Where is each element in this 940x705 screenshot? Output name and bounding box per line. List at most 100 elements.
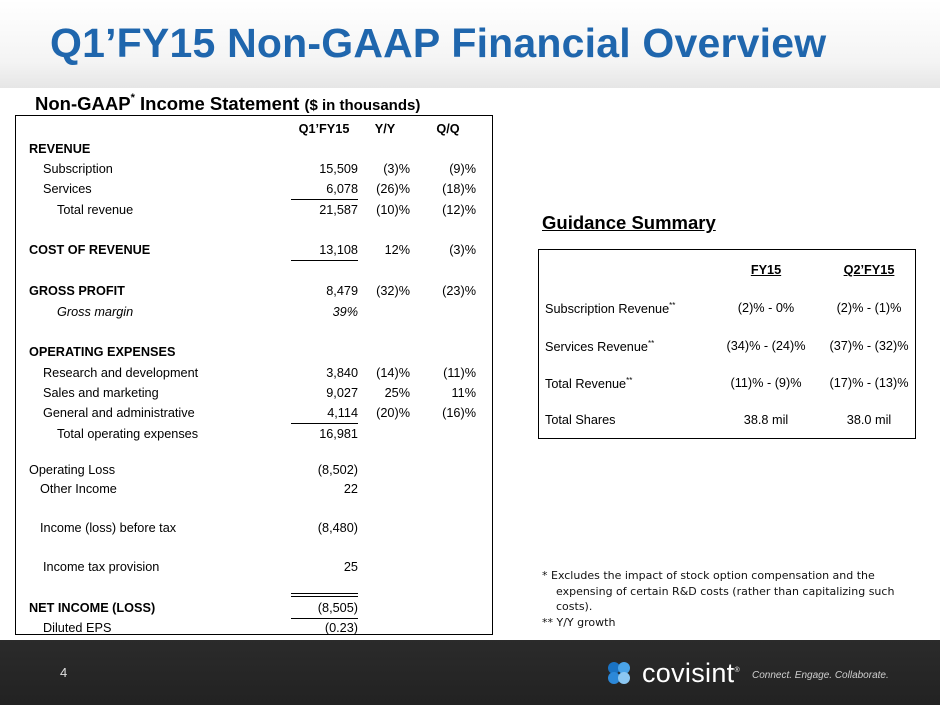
row-label: Subscription — [43, 162, 113, 176]
table-row: COST OF REVENUE 13,108 12% (3)% — [16, 243, 494, 263]
guidance-q2-value: (17)% - (13)% — [829, 376, 909, 390]
guidance-row: Total Shares 38.8 mil 38.0 mil — [539, 413, 915, 433]
table-row: Total operating expenses 16,981 — [16, 427, 494, 447]
col-header-fy15: FY15 — [750, 263, 782, 277]
cell-yy: (20)% — [376, 406, 410, 420]
table-row: Sales and marketing 9,027 25% 11% — [16, 386, 494, 406]
table-row: General and administrative 4,114 (20)% (… — [16, 406, 494, 426]
cell-value: 15,509 — [319, 162, 358, 176]
guidance-title: Guidance Summary — [542, 212, 716, 233]
cell-yy: (10)% — [376, 203, 410, 217]
table-row: Other Income 22 — [16, 482, 494, 502]
table-row: NET INCOME (LOSS) (8,505) — [16, 601, 494, 621]
col-header-q2fy15: Q2’FY15 — [843, 263, 895, 277]
registered-mark: ® — [734, 667, 740, 674]
cell-value: 39% — [332, 305, 358, 319]
col-header-yy: Y/Y — [374, 122, 396, 136]
footnotes: * Excludes the impact of stock option co… — [542, 568, 902, 630]
cell-value: 4,114 — [327, 406, 358, 420]
label-footnote-mark: ** — [669, 301, 676, 310]
cell-qq: (3)% — [449, 243, 476, 257]
subtitle-units: ($ in thousands) — [304, 97, 421, 114]
guidance-q2-value: (37)% - (32)% — [829, 339, 909, 353]
subtotal-rule — [291, 423, 358, 424]
subtitle-rest: Income Statement — [134, 93, 305, 114]
brand-wordmark: covisint® — [642, 658, 740, 689]
title-band — [0, 0, 940, 88]
subtitle-main: Non-GAAP — [35, 93, 131, 114]
label-footnote-mark: ** — [626, 376, 633, 385]
guidance-row: Subscription Revenue** (2)% - 0% (2)% - … — [539, 301, 915, 321]
table-row: Total revenue 21,587 (10)% (12)% — [16, 203, 494, 223]
logo-dot — [608, 662, 620, 674]
brand-tagline: Connect. Engage. Collaborate. — [752, 670, 889, 681]
row-label: Sales and marketing — [43, 386, 159, 400]
total-double-rule — [291, 593, 358, 597]
row-label: Other Income — [40, 482, 117, 496]
cell-value: (0.23) — [324, 621, 358, 635]
cell-yy: (26)% — [376, 182, 410, 196]
cell-qq: (9)% — [449, 162, 476, 176]
table-row: Diluted EPS (0.23) — [16, 621, 494, 641]
table-row: Research and development 3,840 (14)% (11… — [16, 366, 494, 386]
guidance-fy15-value: 38.8 mil — [743, 413, 789, 427]
cell-value: 22 — [343, 482, 358, 496]
cell-value: 3,840 — [326, 366, 358, 380]
subtitle-asterisk: * — [130, 91, 135, 104]
income-statement-table: Q1’FY15 Y/Y Q/Q REVENUE Subscription 15,… — [15, 115, 493, 635]
cell-yy: 25% — [384, 386, 410, 400]
cell-yy: (3)% — [383, 162, 410, 176]
subtotal-rule — [291, 199, 358, 200]
row-label: OPERATING EXPENSES — [29, 345, 176, 359]
label-text: Subscription Revenue — [545, 302, 670, 317]
guidance-fy15-value: (2)% - 0% — [737, 301, 795, 315]
row-label: GROSS PROFIT — [29, 284, 125, 298]
table-header-row: Q1’FY15 Y/Y Q/Q — [16, 122, 494, 142]
footer-bar: 4 covisint® Connect. Engage. Collaborate… — [0, 640, 940, 705]
logo-dot — [618, 662, 630, 674]
income-statement-heading: Non-GAAP* Income Statement ($ in thousan… — [35, 91, 421, 115]
subtotal-rule — [291, 260, 358, 261]
table-row: OPERATING EXPENSES — [16, 345, 494, 365]
col-header-qq: Q/Q — [436, 122, 460, 136]
footnote-line: * Excludes the impact of stock option co… — [542, 569, 875, 582]
guidance-row: Services Revenue** (34)% - (24)% (37)% -… — [539, 339, 915, 359]
row-label: Income tax provision — [43, 560, 160, 574]
row-label: Services — [43, 182, 92, 196]
guidance-row: Total Revenue** (11)% - (9)% (17)% - (13… — [539, 376, 915, 396]
guidance-table: FY15 Q2’FY15 Subscription Revenue** (2)%… — [538, 249, 916, 439]
table-row: Gross margin 39% — [16, 305, 494, 325]
guidance-row-label: Subscription Revenue** — [545, 301, 675, 316]
table-row: Income (loss) before tax (8,480) — [16, 521, 494, 541]
guidance-fy15-value: (34)% - (24)% — [726, 339, 806, 353]
row-label: Research and development — [43, 366, 199, 380]
cell-qq: (11)% — [443, 366, 476, 380]
row-label: Total revenue — [57, 203, 134, 217]
cell-value: (8,480) — [317, 521, 358, 535]
row-label: COST OF REVENUE — [29, 243, 151, 257]
guidance-header-row: FY15 Q2’FY15 — [539, 263, 915, 283]
page-title: Q1’FY15 Non-GAAP Financial Overview — [50, 20, 827, 66]
row-label: Operating Loss — [29, 463, 116, 477]
guidance-row-label: Services Revenue** — [545, 339, 654, 354]
table-row: Subscription 15,509 (3)% (9)% — [16, 162, 494, 182]
row-label: Income (loss) before tax — [40, 521, 177, 535]
cell-qq: 11% — [451, 386, 476, 400]
table-row: Services 6,078 (26)% (18)% — [16, 182, 494, 202]
table-row: GROSS PROFIT 8,479 (32)% (23)% — [16, 284, 494, 304]
cell-value: 6,078 — [326, 182, 358, 196]
table-row: Operating Loss (8,502) — [16, 463, 494, 483]
label-text: Total Shares — [545, 413, 616, 427]
row-label: NET INCOME (LOSS) — [29, 601, 156, 615]
cell-value: (8,502) — [317, 463, 358, 477]
label-text: Total Revenue — [545, 377, 627, 392]
guidance-fy15-value: (11)% - (9)% — [730, 376, 802, 390]
guidance-row-label: Total Revenue** — [545, 376, 632, 391]
cell-qq: (18)% — [442, 182, 476, 196]
page-number: 4 — [60, 665, 68, 680]
logo-dot — [618, 672, 630, 684]
cell-yy: 12% — [384, 243, 410, 257]
row-label: REVENUE — [29, 142, 91, 156]
cell-qq: (12)% — [442, 203, 476, 217]
cell-value: 9,027 — [326, 386, 358, 400]
